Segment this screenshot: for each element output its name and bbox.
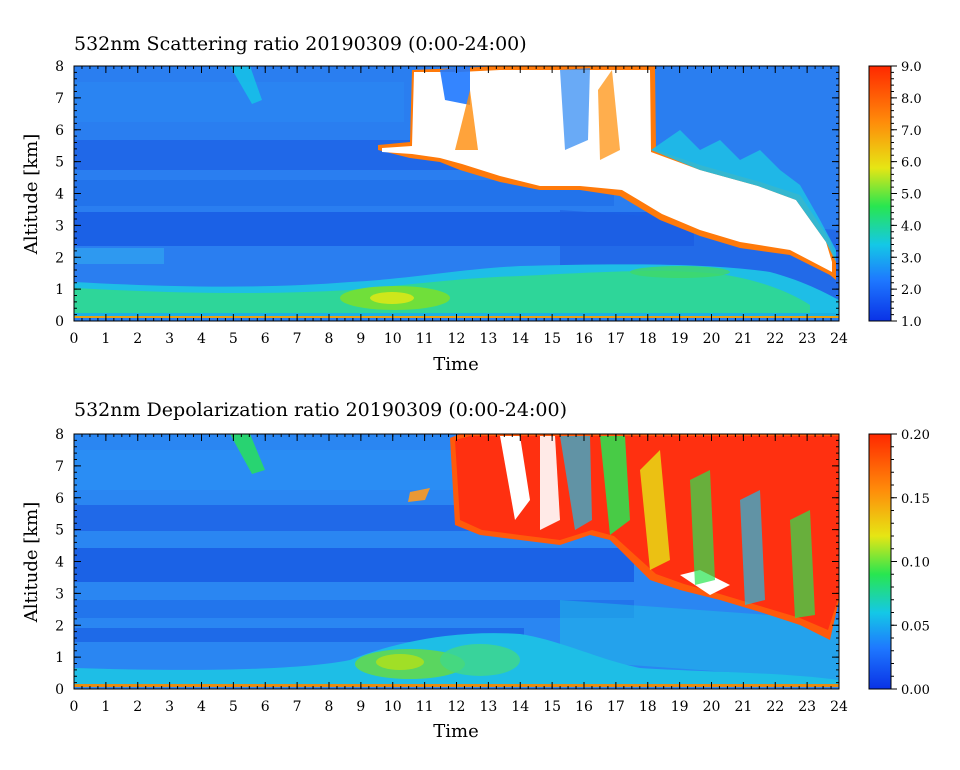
colorbar: 0.00 0.05 0.10 0.15 0.20 (868, 428, 930, 698)
colorbar-tick-label: 1.0 (901, 315, 922, 330)
x-tick-label: 19 (671, 699, 689, 715)
x-tick-label: 21 (734, 699, 752, 715)
x-tick-label: 22 (766, 699, 784, 715)
x-tick-label: 10 (384, 331, 402, 347)
x-tick-label: 17 (607, 331, 625, 347)
x-tick-label: 8 (325, 331, 334, 347)
x-tick-label: 24 (830, 699, 848, 715)
x-tick-label: 20 (703, 699, 721, 715)
x-tick-label: 6 (261, 699, 270, 715)
x-tick-label: 23 (798, 331, 816, 347)
x-tick-label: 3 (165, 699, 174, 715)
y-tick-label: 0 (55, 314, 64, 330)
chart-title: 532nm Depolarization ratio 20190309 (0:0… (74, 399, 567, 421)
depolarization-ratio-chart: 532nm Depolarization ratio 20190309 (0:0… (21, 399, 930, 742)
y-tick-label: 3 (55, 218, 64, 234)
y-tick-label: 2 (55, 618, 64, 634)
x-axis-label: Time (433, 721, 478, 742)
x-axis-label: Time (433, 354, 478, 375)
x-tick-label: 1 (101, 699, 110, 715)
y-axis-label: Altitude [km] (21, 134, 42, 256)
x-tick-label: 20 (703, 331, 721, 347)
x-tick-label: 18 (639, 699, 657, 715)
colorbar-tick-label: 0.10 (901, 556, 930, 571)
x-tick-label: 17 (607, 699, 625, 715)
depolarization-ratio-field (74, 434, 839, 689)
x-tick-label: 5 (229, 331, 238, 347)
scattering-ratio-field (74, 66, 839, 321)
x-tick-label: 7 (293, 331, 302, 347)
y-tick-label: 1 (55, 282, 64, 298)
y-tick-label: 3 (55, 586, 64, 602)
x-tick-label: 24 (830, 331, 848, 347)
y-axis-label: Altitude [km] (21, 502, 42, 624)
x-tick-label: 2 (133, 331, 142, 347)
axes: 0 1 2 3 4 5 6 7 8 9 10 11 12 13 14 15 16 17 18 19 20 21 22 23 24… (55, 427, 848, 715)
colorbar-tick-label: 2.0 (901, 283, 922, 298)
x-tick-label: 11 (416, 699, 434, 715)
x-tick-label: 16 (575, 699, 593, 715)
x-tick-label: 10 (384, 699, 402, 715)
y-tick-label: 5 (55, 155, 64, 171)
x-tick-label: 14 (511, 331, 529, 347)
colorbar-tick-label: 6.0 (901, 156, 922, 171)
colorbar-tick-label: 5.0 (901, 188, 922, 203)
x-tick-label: 8 (325, 699, 334, 715)
x-tick-label: 13 (479, 331, 497, 347)
x-tick-label: 0 (70, 699, 79, 715)
x-tick-label: 6 (261, 331, 270, 347)
x-tick-label: 9 (356, 331, 365, 347)
colorbar: 1.0 2.0 3.0 4.0 5.0 6.0 7.0 8.0 9.0 (868, 60, 922, 330)
chart-title: 532nm Scattering ratio 20190309 (0:00-24… (74, 33, 527, 55)
colorbar-scale (868, 65, 892, 322)
x-tick-label: 23 (798, 699, 816, 715)
x-tick-label: 12 (448, 331, 466, 347)
y-tick-label: 7 (55, 91, 64, 107)
x-tick-label: 13 (479, 699, 497, 715)
y-tick-label: 8 (55, 59, 64, 75)
colorbar-tick-label: 0.00 (901, 683, 930, 698)
x-tick-label: 16 (575, 331, 593, 347)
colorbar-tick-label: 4.0 (901, 219, 922, 234)
x-tick-label: 11 (416, 331, 434, 347)
x-tick-label: 4 (197, 331, 206, 347)
x-tick-label: 5 (229, 699, 238, 715)
x-tick-label: 12 (448, 699, 466, 715)
x-tick-label: 1 (101, 331, 110, 347)
x-tick-label: 2 (133, 699, 142, 715)
x-tick-label: 19 (671, 331, 689, 347)
x-tick-label: 21 (734, 331, 752, 347)
y-tick-label: 6 (55, 123, 64, 139)
colorbar-tick-label: 0.15 (901, 492, 930, 507)
x-tick-label: 0 (70, 331, 79, 347)
y-tick-label: 5 (55, 523, 64, 539)
x-tick-label: 18 (639, 331, 657, 347)
axes: 0 1 2 3 4 5 6 7 8 9 10 11 12 13 14 15 16 17 18 19 20 21 22 23 24… (55, 59, 848, 347)
colorbar-tick-label: 9.0 (901, 60, 922, 75)
x-tick-label: 14 (511, 699, 529, 715)
y-tick-label: 4 (55, 555, 64, 571)
x-tick-label: 22 (766, 331, 784, 347)
y-tick-label: 2 (55, 250, 64, 266)
colorbar-tick-label: 0.20 (901, 428, 930, 443)
x-tick-label: 3 (165, 331, 174, 347)
y-tick-label: 0 (55, 682, 64, 698)
colorbar-tick-label: 8.0 (901, 92, 922, 107)
y-tick-label: 1 (55, 650, 64, 666)
x-tick-label: 15 (543, 331, 561, 347)
y-tick-label: 4 (55, 187, 64, 203)
x-tick-label: 9 (356, 699, 365, 715)
colorbar-tick-label: 3.0 (901, 251, 922, 266)
y-tick-label: 7 (55, 459, 64, 475)
x-tick-label: 15 (543, 699, 561, 715)
x-tick-label: 7 (293, 699, 302, 715)
y-tick-label: 6 (55, 491, 64, 507)
colorbar-tick-label: 0.05 (901, 619, 930, 634)
y-tick-label: 8 (55, 427, 64, 443)
colorbar-scale (868, 433, 892, 690)
colorbar-tick-label: 7.0 (901, 124, 922, 139)
scattering-ratio-chart: 532nm Scattering ratio 20190309 (0:00-24… (21, 33, 922, 375)
x-tick-label: 4 (197, 699, 206, 715)
